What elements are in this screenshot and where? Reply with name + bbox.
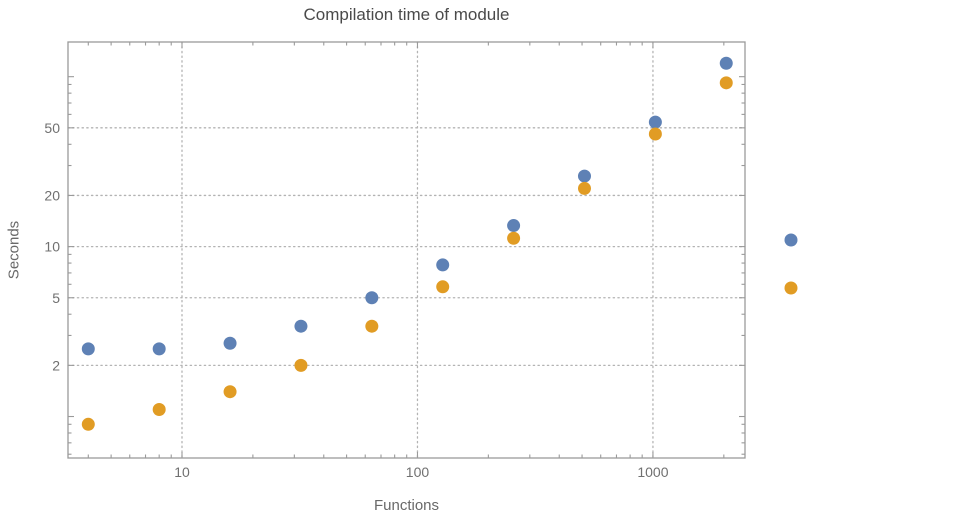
data-point-blue (719, 56, 733, 70)
plot-frame (67, 41, 746, 459)
legend-marker-orange (784, 281, 798, 295)
x-tick-label: 100 (406, 464, 430, 480)
y-tick-label: 2 (52, 357, 60, 373)
data-point-orange (223, 385, 237, 399)
data-point-orange (577, 181, 591, 195)
data-point-orange (507, 231, 521, 245)
data-point-blue (81, 342, 95, 356)
y-tick-label: 10 (44, 239, 60, 255)
x-axis-label: Functions (373, 497, 440, 514)
x-tick-label: 10 (174, 464, 190, 480)
data-point-blue (294, 319, 308, 333)
y-axis-label: Seconds (5, 220, 23, 280)
data-point-blue (152, 342, 166, 356)
y-tick-label: 50 (44, 120, 60, 136)
data-point-blue (223, 336, 237, 350)
y-tick-label: 20 (44, 187, 60, 203)
data-point-orange (365, 319, 379, 333)
data-point-orange (152, 402, 166, 416)
data-point-blue (436, 258, 450, 272)
data-point-orange (648, 127, 662, 141)
data-point-blue (507, 219, 521, 233)
chart-title: Compilation time of module (303, 5, 510, 24)
data-point-orange (436, 280, 450, 294)
legend-marker-blue (784, 233, 798, 247)
data-point-orange (294, 358, 308, 372)
x-tick-label: 1000 (637, 464, 668, 480)
data-point-orange (719, 76, 733, 90)
data-point-blue (365, 291, 379, 305)
y-tick-label: 5 (52, 290, 60, 306)
data-point-blue (648, 115, 662, 129)
data-point-blue (577, 169, 591, 183)
data-point-orange (81, 417, 95, 431)
